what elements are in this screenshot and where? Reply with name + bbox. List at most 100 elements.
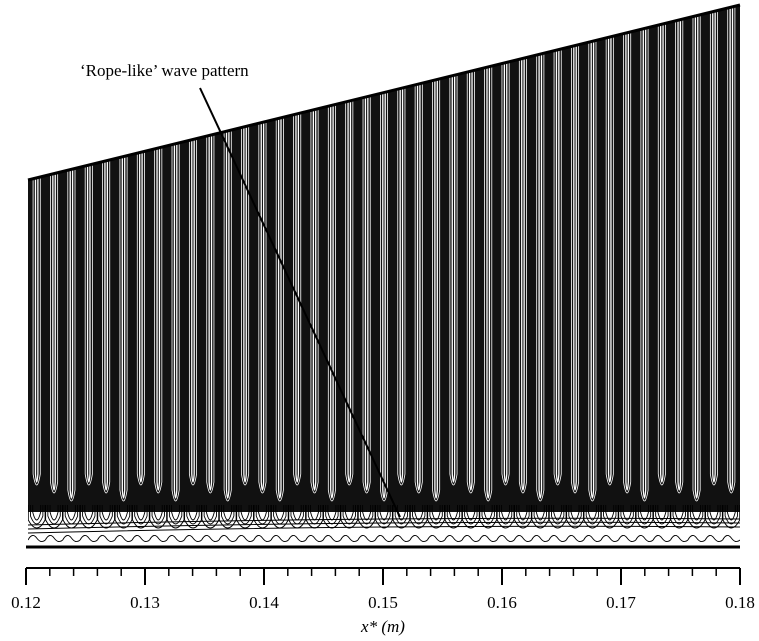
contour-line (235, 535, 255, 543)
contour-line (28, 521, 740, 530)
contour-line (114, 505, 133, 529)
contour-line (153, 505, 163, 521)
contour-line (709, 505, 719, 521)
contour-line (705, 505, 723, 529)
contour-line (709, 6, 718, 486)
contour-line (183, 535, 202, 543)
contour-line (52, 168, 56, 491)
contour-line (484, 61, 493, 502)
contour-line (449, 70, 458, 486)
contour-line (657, 505, 667, 521)
contour-line (724, 505, 738, 525)
contour-line (409, 535, 428, 543)
contour-line (533, 505, 547, 525)
contour-line (30, 505, 44, 525)
contour-line (571, 40, 580, 494)
contour-line (479, 535, 498, 543)
contour-line (600, 505, 619, 529)
contour-line (466, 505, 476, 521)
contour-line (687, 505, 706, 529)
contour-line (69, 164, 74, 499)
contour-line (414, 78, 423, 494)
contour-line (531, 505, 550, 529)
contour-field (28, 5, 740, 543)
contour-line (726, 505, 736, 521)
upper-wall (27, 3, 741, 182)
contour-line (642, 23, 647, 499)
contour-line (565, 535, 585, 543)
contour-line (397, 83, 406, 486)
contour-line (618, 535, 637, 543)
contour-line (674, 505, 684, 521)
contour-line (342, 505, 356, 525)
contour-line (86, 160, 91, 483)
contour-line (99, 505, 113, 525)
contour-line (553, 44, 562, 486)
contour-line (587, 505, 597, 521)
contour-line (479, 505, 498, 529)
contour-line (188, 505, 198, 521)
contour-line (253, 535, 272, 543)
contour-line (677, 14, 682, 491)
contour-line (707, 505, 721, 525)
contour-line (377, 505, 391, 525)
contour-line (305, 535, 324, 543)
contour-line (483, 505, 493, 521)
contour-line (270, 535, 289, 543)
contour-line (84, 505, 94, 521)
contour-line (191, 134, 195, 483)
x-tick-label: 0.18 (725, 593, 755, 612)
contour-line (694, 10, 699, 499)
contour-line (622, 505, 632, 521)
contour-line (116, 505, 131, 525)
contour-line (44, 535, 64, 543)
contour-line (275, 113, 284, 502)
contour-line (345, 96, 354, 486)
contour-line (357, 505, 376, 529)
contour-line (518, 53, 527, 494)
contour-line (201, 535, 220, 543)
contour-line (722, 535, 740, 543)
x-tick-label: 0.14 (249, 593, 279, 612)
contour-line (675, 14, 684, 494)
contour-line (327, 505, 337, 521)
contour-line (635, 505, 654, 529)
contour-line (28, 517, 740, 526)
contour-line (729, 5, 734, 491)
contour-line (188, 134, 197, 486)
contour-line (375, 505, 393, 529)
contour-line (171, 505, 181, 521)
contour-line (28, 525, 740, 534)
contour-line (640, 505, 649, 521)
contour-line (293, 108, 302, 486)
contour-line (538, 49, 543, 499)
contour-line (379, 505, 389, 521)
contour-line (600, 535, 619, 543)
contour-line (102, 155, 111, 494)
contour-line (570, 505, 580, 521)
contour-line (501, 57, 510, 486)
contour-line (362, 91, 371, 494)
contour-line (637, 505, 652, 525)
contour-line (208, 130, 213, 491)
contour-line (640, 23, 649, 502)
contour-line (588, 36, 597, 502)
contour-line (518, 505, 528, 521)
contour-line (429, 505, 443, 525)
x-tick-label: 0.13 (130, 593, 160, 612)
contour-line (536, 49, 545, 502)
contour-line (620, 505, 634, 525)
contour-line (149, 535, 168, 543)
contour-line (173, 138, 178, 499)
contour-line (568, 505, 582, 525)
contour-line (34, 172, 39, 483)
contour-line (468, 66, 473, 491)
contour-line (218, 535, 237, 543)
contour-line (49, 505, 59, 521)
contour-line (414, 505, 424, 521)
contour-line (201, 505, 220, 529)
contour-line (531, 535, 550, 543)
contour-line (451, 70, 456, 483)
contour-line (62, 535, 81, 543)
contour-line (551, 505, 565, 525)
